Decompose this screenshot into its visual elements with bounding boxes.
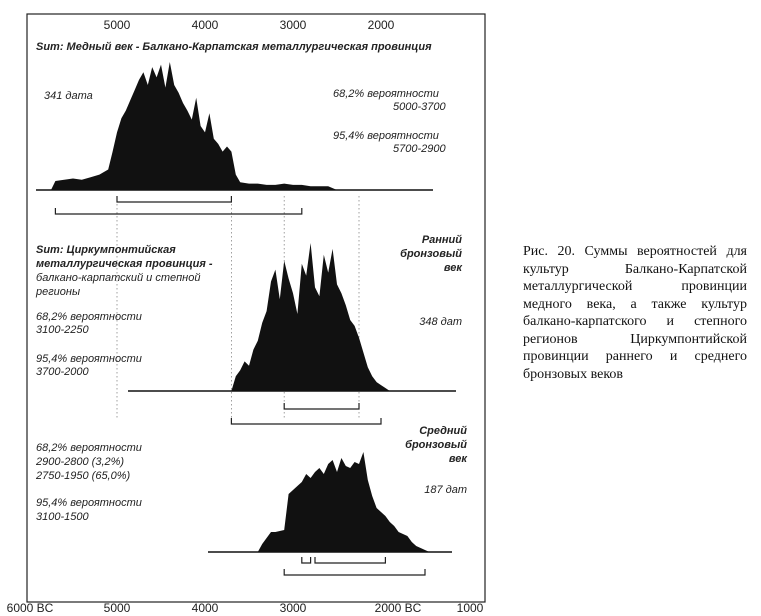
side-label: бронзовый <box>400 248 462 260</box>
bottom-axis: 6000 BC 5000 4000 3000 2000 BC 1000 <box>7 601 484 615</box>
top-tick-label: 2000 <box>368 18 395 32</box>
panel-count: 341 дата <box>44 90 93 102</box>
panel-title-line: балкано-карпатский и степной <box>36 272 200 284</box>
range-text: 95,4% вероятности <box>333 130 439 142</box>
range-bracket <box>314 557 386 564</box>
top-tick-label: 3000 <box>280 18 307 32</box>
side-label: Ранний <box>422 234 462 246</box>
panel-middle-bronze-age: Средний бронзовый век 187 дат 68,2% веро… <box>35 425 468 576</box>
range-bracket <box>301 557 312 564</box>
range-text: 3100-2250 <box>36 324 89 336</box>
panel-title-line: Sum: Циркумпонтийская <box>36 244 176 256</box>
top-tick-label: 4000 <box>192 18 219 32</box>
panel-count: 348 дат <box>419 316 462 328</box>
bottom-tick-label: 3000 <box>280 601 307 615</box>
range-brackets <box>230 403 382 425</box>
bottom-tick-label: 4000 <box>192 601 219 615</box>
range-text: 5000-3700 <box>393 101 446 113</box>
bottom-tick-label: 1000 <box>457 601 484 615</box>
range-text: 68,2% вероятности <box>36 442 142 454</box>
range-text: 95,4% вероятности <box>36 353 142 365</box>
figure-caption: Рис. 20. Суммы вероятностей для культур … <box>523 244 747 382</box>
chart-frame <box>26 13 486 603</box>
panel-early-bronze-age: Sum: Циркумпонтийская металлургическая п… <box>35 234 463 425</box>
top-axis: 5000 4000 3000 2000 <box>104 18 395 32</box>
probability-area <box>257 452 430 552</box>
range-text: 5700-2900 <box>393 143 446 155</box>
range-text: 95,4% вероятности <box>36 497 142 509</box>
bottom-tick-label: 6000 BC <box>7 601 54 615</box>
range-text: 68,2% вероятности <box>333 88 439 100</box>
range-text: 3700-2000 <box>36 366 89 378</box>
range-bracket <box>116 196 232 203</box>
range-bracket <box>283 569 426 576</box>
range-bracket <box>54 208 303 215</box>
range-brackets <box>54 196 303 215</box>
panel-title-line: регионы <box>35 286 80 298</box>
side-label: век <box>449 453 468 465</box>
side-label: бронзовый <box>405 439 467 451</box>
range-text: 2900-2800 (3,2%) <box>35 456 124 468</box>
panel-count: 187 дат <box>424 484 467 496</box>
range-bracket <box>230 418 382 425</box>
top-tick-label: 5000 <box>104 18 131 32</box>
probability-area <box>51 62 337 190</box>
range-text: 68,2% вероятности <box>36 311 142 323</box>
bottom-tick-label: 2000 BC <box>375 601 422 615</box>
panel-copper-age: Sum: Медный век - Балкано-Карпатская мет… <box>36 41 446 215</box>
bottom-tick-label: 5000 <box>104 601 131 615</box>
panel-title-line: металлургическая провинция - <box>36 258 213 270</box>
probability-area <box>231 243 390 391</box>
range-text: 3100-1500 <box>36 511 89 523</box>
range-text: 2750-1950 (65,0%) <box>35 470 131 482</box>
range-bracket <box>283 403 360 410</box>
side-label: Средний <box>419 425 467 437</box>
side-label: век <box>444 262 463 274</box>
panel-title-line: Sum: Медный век - Балкано-Карпатская мет… <box>36 41 432 53</box>
range-brackets <box>283 557 426 576</box>
